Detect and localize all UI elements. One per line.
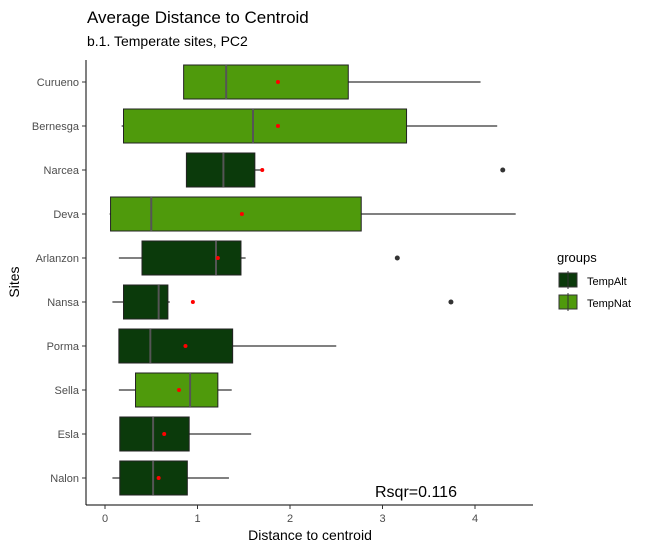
- mean-point: [190, 300, 195, 304]
- x-tick-label: 1: [194, 513, 200, 525]
- mean-point: [260, 168, 265, 172]
- box-iqr: [135, 372, 219, 408]
- x-tick-label: 2: [287, 513, 293, 525]
- y-tick-label: Nansa: [47, 297, 80, 309]
- y-tick-label: Bernesga: [32, 121, 80, 133]
- legend-entry-tempnat: TempNat: [558, 293, 631, 311]
- x-axis-title: Distance to centroid: [248, 527, 372, 543]
- y-axis-ticks: Curueno Bernesga Narcea Deva Arlanzon Nansa Po…: [32, 77, 86, 485]
- box-arlanzon: [118, 240, 400, 276]
- box-iqr: [185, 152, 256, 188]
- legend: groups TempAlt TempNat: [557, 250, 631, 311]
- y-tick-label: Narcea: [44, 165, 80, 177]
- box-iqr: [123, 284, 169, 320]
- box-nalon: [112, 460, 229, 496]
- y-tick-label: Esla: [58, 429, 80, 441]
- chart-title: Average Distance to Centroid: [87, 8, 309, 27]
- mean-point: [275, 124, 280, 128]
- x-tick-label: 0: [102, 513, 108, 525]
- x-axis-ticks: 0 1 2 3 4: [102, 505, 478, 525]
- box-iqr: [119, 416, 190, 452]
- y-axis-title: Sites: [6, 266, 22, 297]
- y-tick-label: Sella: [55, 385, 80, 397]
- mean-point: [177, 388, 181, 392]
- y-tick-label: Porma: [47, 341, 80, 353]
- plot-area: [109, 64, 516, 496]
- outlier-point: [448, 299, 454, 305]
- box-iqr: [123, 108, 408, 144]
- y-tick-label: Deva: [53, 209, 80, 221]
- box-deva: [109, 196, 516, 232]
- box-sella: [118, 372, 232, 408]
- box-narcea: [185, 152, 506, 188]
- legend-label-tempnat: TempNat: [587, 298, 631, 310]
- mean-point: [162, 432, 167, 436]
- x-tick-label: 4: [472, 513, 478, 525]
- mean-point: [156, 476, 161, 480]
- mean-point: [275, 80, 280, 84]
- rsqr-annotation: Rsqr=0.116: [375, 484, 457, 501]
- chart-subtitle: b.1. Temperate sites, PC2: [87, 33, 248, 49]
- box-iqr: [118, 328, 234, 364]
- y-tick-label: Curueno: [37, 77, 79, 89]
- box-esla: [119, 416, 252, 452]
- outlier-point: [394, 255, 400, 261]
- box-iqr: [141, 240, 242, 276]
- mean-point: [239, 212, 244, 216]
- box-nansa: [112, 284, 454, 320]
- x-tick-label: 3: [379, 513, 385, 525]
- box-curueno: [183, 64, 481, 100]
- box-bernesga: [121, 108, 498, 144]
- box-iqr: [110, 196, 362, 232]
- mean-point: [183, 344, 188, 348]
- box-iqr: [183, 64, 349, 100]
- y-tick-label: Nalon: [50, 473, 79, 485]
- legend-title: groups: [557, 250, 597, 265]
- legend-entry-tempalt: TempAlt: [558, 271, 627, 289]
- mean-point: [215, 256, 220, 260]
- outlier-point: [500, 167, 506, 173]
- box-porma: [118, 328, 337, 364]
- y-tick-label: Arlanzon: [36, 253, 79, 265]
- legend-label-tempalt: TempAlt: [587, 276, 627, 288]
